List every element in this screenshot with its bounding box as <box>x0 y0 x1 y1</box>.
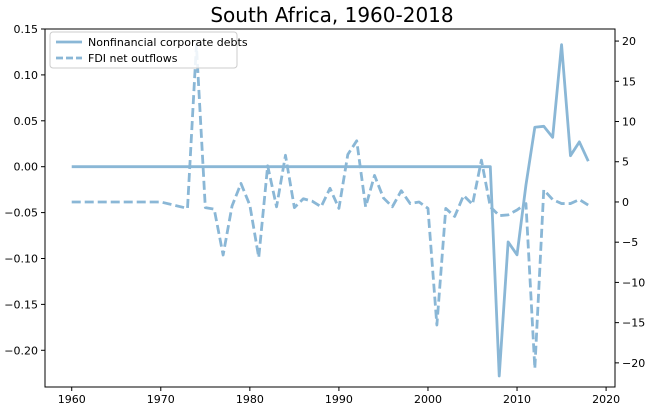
y-right-tick-label: −15 <box>622 317 645 330</box>
y-left-tick-label: −0.05 <box>4 207 38 220</box>
y-right-tick-label: 5 <box>622 156 629 169</box>
series-line-fdi-net-outflows <box>71 43 590 370</box>
y-left-tick-label: −0.20 <box>4 344 38 357</box>
legend-box <box>49 31 238 69</box>
y-right-tick-label: −5 <box>622 236 638 249</box>
y-left-tick-label: 0.05 <box>14 115 39 128</box>
y-right-tick-label: −20 <box>622 357 645 370</box>
legend-label: FDI net outflows <box>88 52 178 65</box>
x-tick-label: 1970 <box>147 393 175 406</box>
y-right-tick-label: 15 <box>622 75 636 88</box>
y-left-tick-label: −0.15 <box>4 298 38 311</box>
y-right-tick-label: 10 <box>622 116 636 129</box>
y-right-tick-label: 0 <box>622 196 629 209</box>
series-line-nonfinancial-corporate-debts <box>71 43 590 378</box>
axes-layer: 1960 1970 1980 1990 2000 2010 2020−0.20−0.15−0… <box>4 23 645 406</box>
legend-label: Nonfinancial corporate debts <box>88 36 248 49</box>
y-right-tick-label: 20 <box>622 35 636 48</box>
x-tick-label: 2000 <box>414 393 442 406</box>
series-layer <box>71 43 590 378</box>
x-tick-label: 1990 <box>325 393 353 406</box>
plot-frame <box>44 28 616 388</box>
x-tick-label: 1980 <box>236 393 264 406</box>
chart-title: South Africa, 1960-2018 <box>210 3 453 27</box>
x-tick-label: 1960 <box>58 393 86 406</box>
y-left-tick-label: 0.10 <box>14 69 39 82</box>
legend: Nonfinancial corporate debts FDI net outf… <box>49 31 248 69</box>
y-left-tick-label: −0.10 <box>4 252 38 265</box>
y-left-tick-label: 0.00 <box>14 161 39 174</box>
y-right-tick-label: −10 <box>622 276 645 289</box>
y-left-tick-label: 0.15 <box>14 23 39 36</box>
x-tick-label: 2010 <box>503 393 531 406</box>
x-tick-label: 2020 <box>592 393 620 406</box>
